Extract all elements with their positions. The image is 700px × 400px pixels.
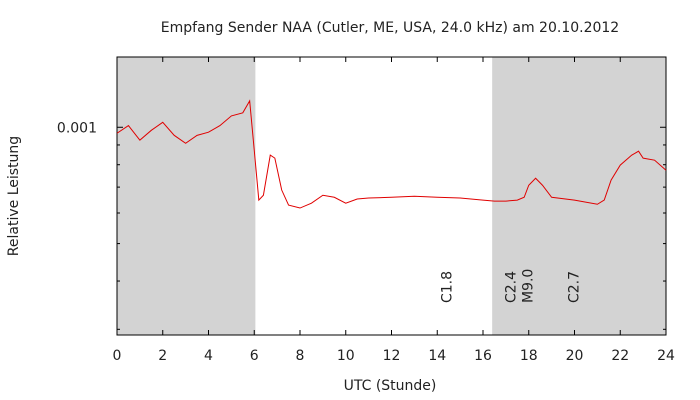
x-tick-label: 0 (113, 348, 122, 364)
night-shade (492, 57, 666, 335)
x-axis-label: UTC (Stunde) (344, 378, 437, 394)
signal-line (116, 99, 667, 209)
y-axis-label: Relative Leistung (6, 136, 22, 256)
x-tick-label: 12 (383, 348, 401, 364)
flare-label: M9.0 (521, 269, 537, 303)
x-tick-label: 22 (611, 348, 629, 364)
x-tick-label: 18 (520, 348, 538, 364)
flare-label: C2.4 (503, 271, 519, 303)
flare-label: C2.7 (566, 271, 582, 303)
x-tick-label: 8 (296, 348, 305, 364)
chart-title: Empfang Sender NAA (Cutler, ME, USA, 24.… (161, 20, 619, 36)
x-tick-label: 4 (204, 348, 213, 364)
flare-label: C1.8 (439, 271, 455, 303)
x-tick-label: 10 (337, 348, 355, 364)
x-tick-label: 20 (566, 348, 584, 364)
x-tick-label: 2 (158, 348, 167, 364)
night-shade (117, 57, 256, 335)
x-tick-label: 24 (657, 348, 675, 364)
x-tick-label: 6 (250, 348, 259, 364)
y-tick-label: 0.001 (57, 120, 97, 136)
x-tick-label: 14 (428, 348, 446, 364)
x-tick-label: 16 (474, 348, 492, 364)
